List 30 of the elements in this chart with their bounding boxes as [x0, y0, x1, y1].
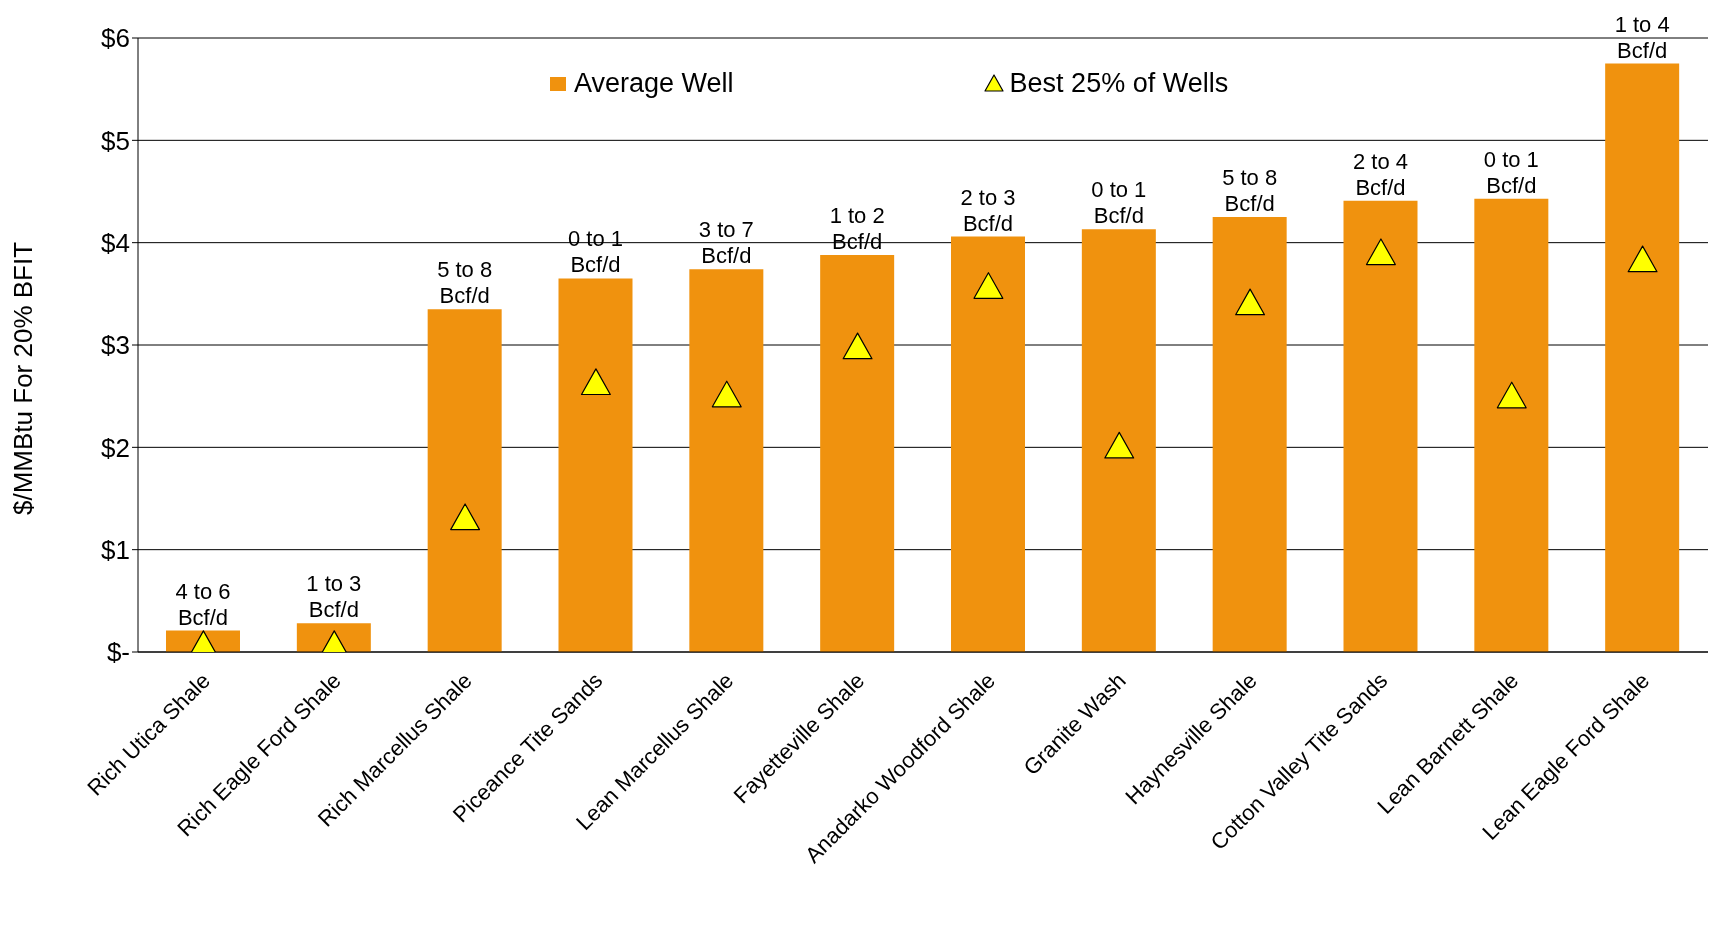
bar — [1081, 229, 1156, 652]
y-tick-label: $6 — [101, 23, 130, 54]
annotation: 1 to 3 Bcf/d — [306, 571, 362, 623]
annotation: 5 to 8 Bcf/d — [1222, 165, 1278, 217]
legend-label: Best 25% of Wells — [1009, 68, 1229, 99]
y-tick-label: $1 — [101, 534, 130, 565]
y-tick-label: $5 — [101, 125, 130, 156]
bar — [558, 278, 633, 652]
y-tick-label: $3 — [101, 330, 130, 361]
annotation: 2 to 4 Bcf/d — [1352, 148, 1409, 200]
y-tick-label: $2 — [101, 432, 130, 463]
y-tick-label: $4 — [101, 227, 130, 258]
annotation: 4 to 6 Bcf/d — [175, 578, 231, 630]
bar — [1343, 200, 1418, 652]
bar — [689, 269, 764, 652]
annotation: 2 to 3 Bcf/d — [960, 184, 1016, 236]
annotation: 3 to 7 Bcf/d — [698, 217, 754, 269]
bar — [951, 236, 1025, 652]
annotation: 0 to 1 Bcf/d — [1483, 146, 1539, 198]
y-tick-label: $- — [106, 637, 130, 668]
annotation: 0 to 1 Bcf/d — [1091, 177, 1147, 229]
bar — [1474, 198, 1549, 652]
y-axis-title: $/MMBtu For 20% BFIT — [8, 241, 39, 515]
bar — [1212, 217, 1287, 652]
bar — [427, 309, 502, 652]
annotation: 1 to 4 Bcf/d — [1614, 11, 1670, 63]
legend-label: Average Well — [574, 68, 734, 99]
bar — [820, 254, 895, 652]
annotation: 5 to 8 Bcf/d — [437, 257, 493, 309]
bar — [1605, 63, 1680, 652]
